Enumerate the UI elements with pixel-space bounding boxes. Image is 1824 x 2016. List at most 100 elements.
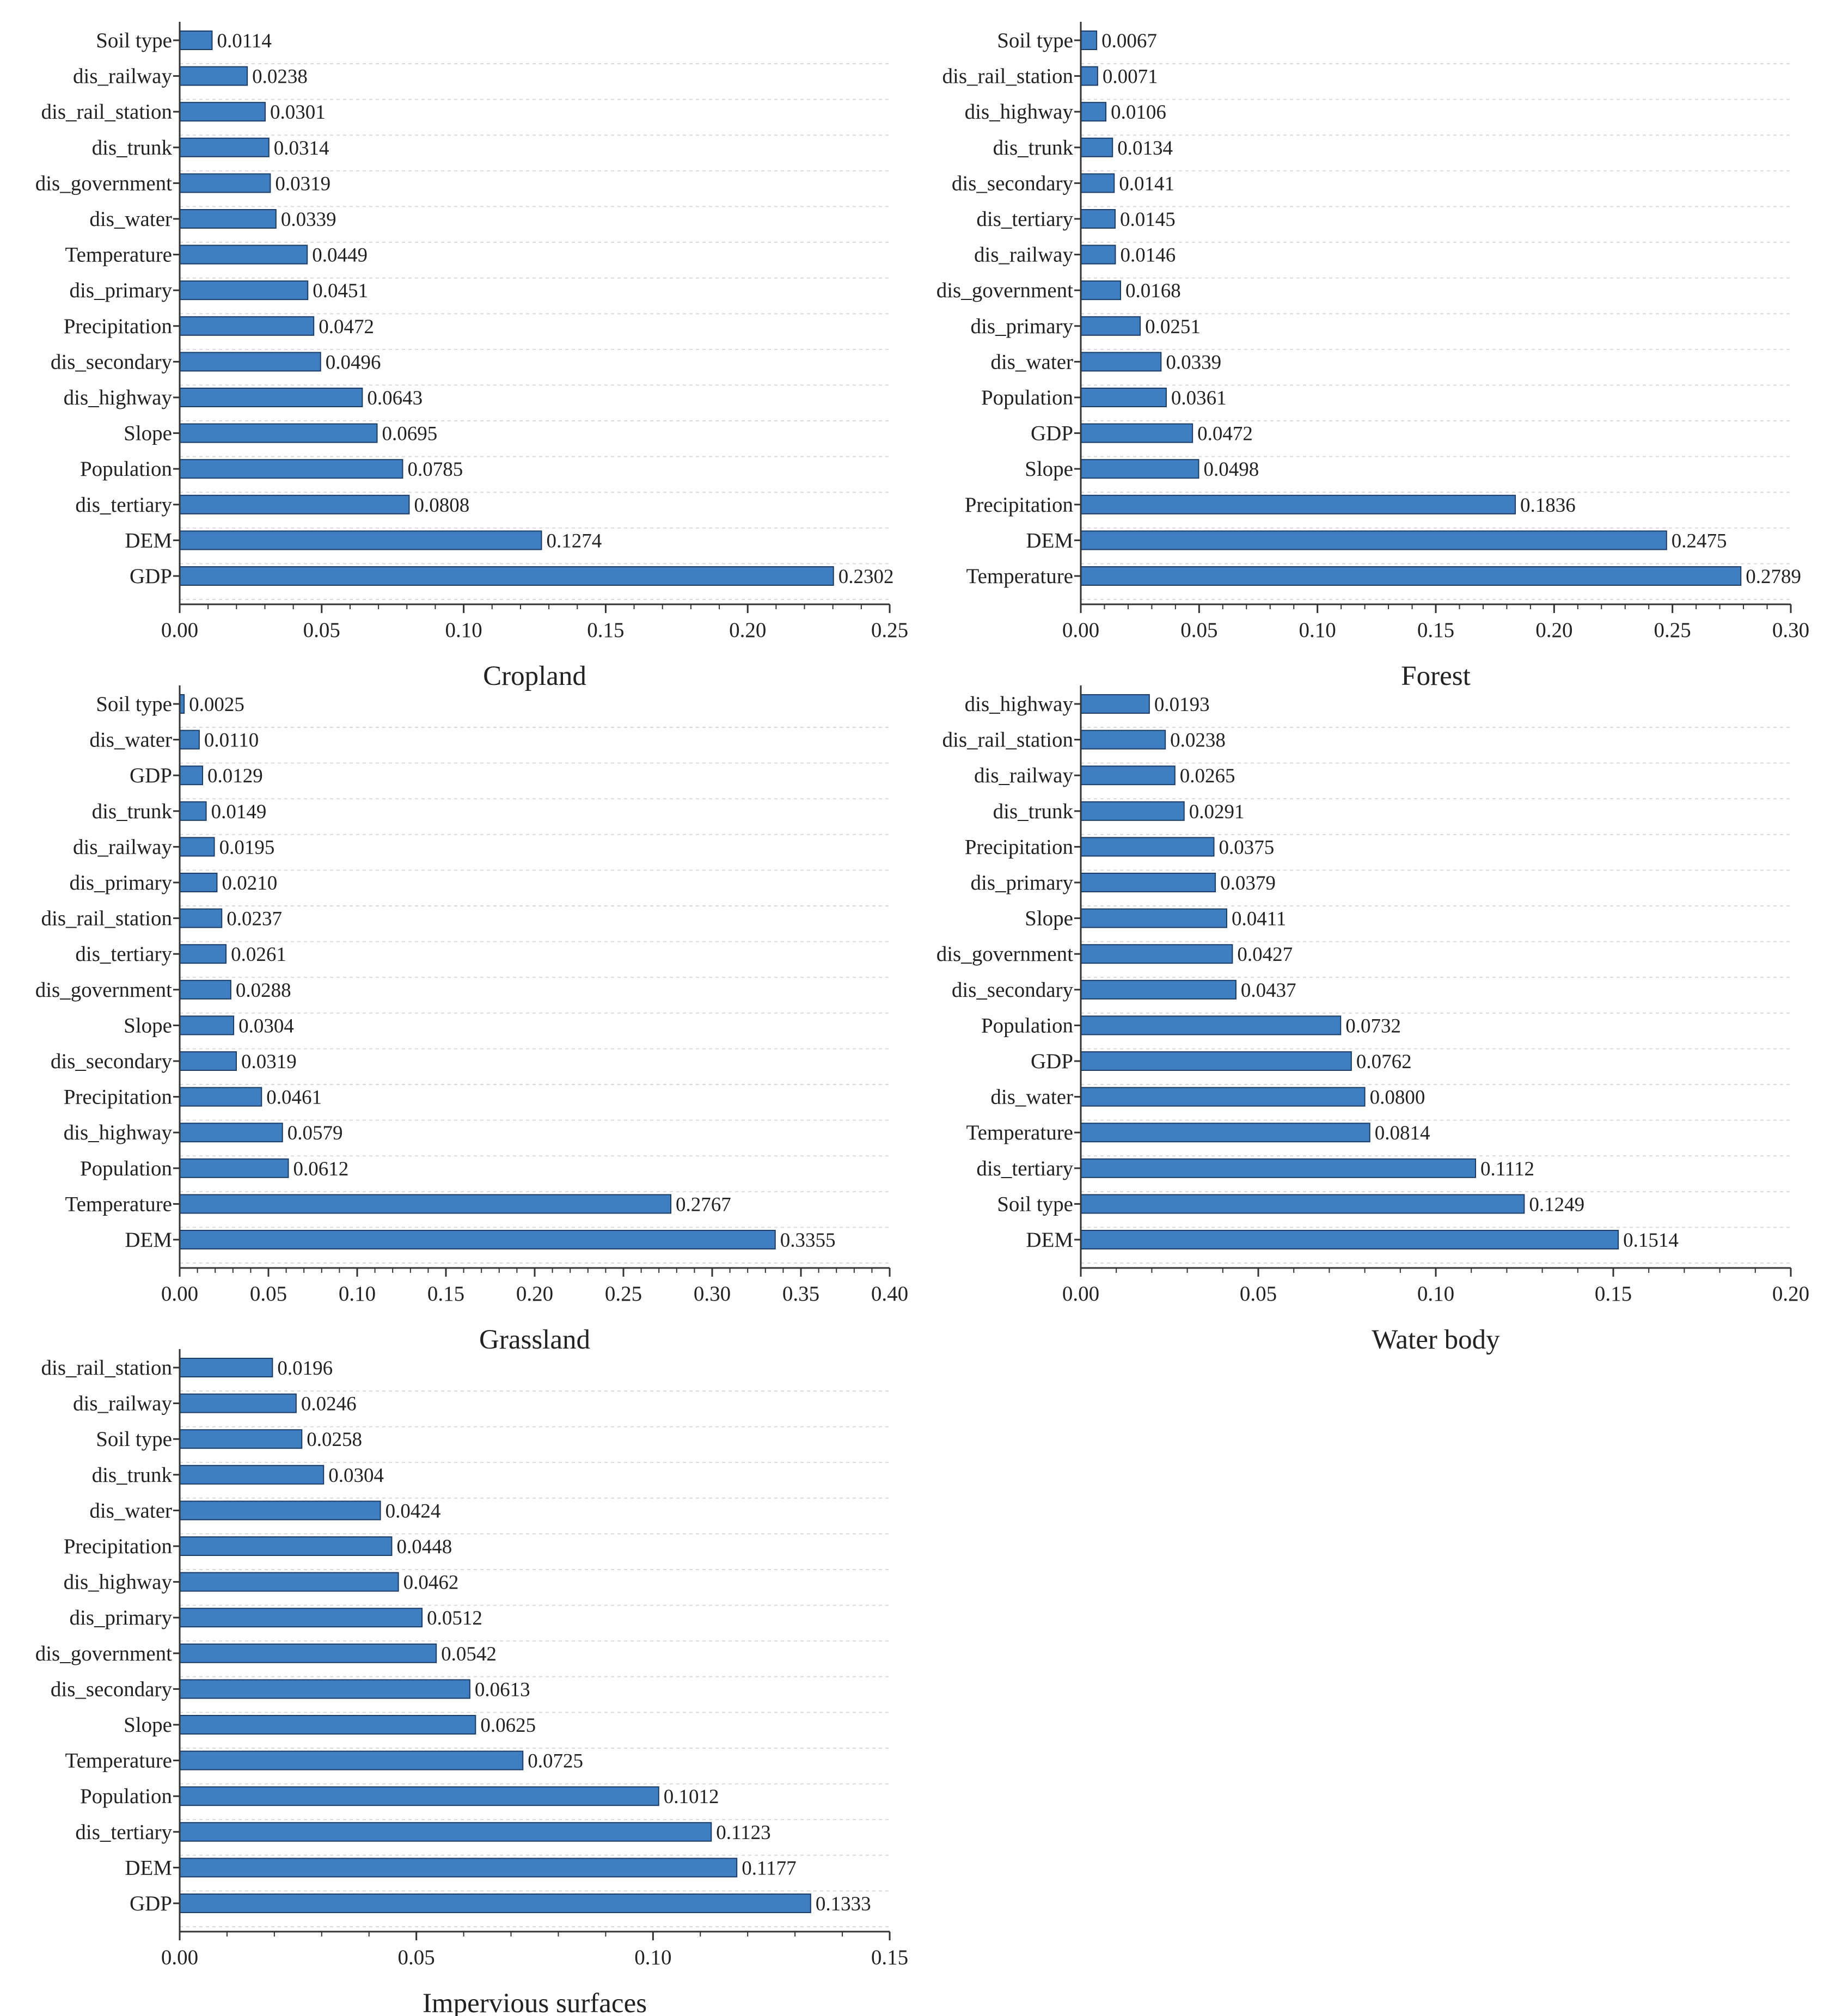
- bar: [1081, 1052, 1351, 1070]
- bar: [180, 1823, 711, 1841]
- value-label: 0.0375: [1219, 836, 1275, 859]
- bar: [180, 909, 222, 928]
- chart-grassland: Soil type 0.0025 dis_water 0.0110 GDP 0.0129 d…: [35, 685, 908, 1355]
- category-label: dis_highway: [965, 693, 1074, 716]
- value-label: 0.0319: [241, 1051, 297, 1073]
- bar: [180, 1194, 671, 1213]
- category-label: Slope: [1025, 457, 1073, 481]
- value-label: 0.0129: [207, 765, 263, 787]
- value-label: 0.0461: [266, 1087, 322, 1109]
- x-tick-label: 0.25: [1654, 618, 1691, 642]
- bar: [1081, 837, 1214, 856]
- value-label: 0.1514: [1623, 1229, 1679, 1252]
- category-label: Precipitation: [64, 315, 172, 338]
- value-label: 0.0258: [307, 1429, 362, 1451]
- category-label: GDP: [130, 1892, 172, 1915]
- category-label: dis_water: [89, 728, 172, 752]
- value-label: 0.1012: [664, 1786, 719, 1808]
- value-label: 0.0193: [1154, 694, 1210, 716]
- x-tick-label: 0.10: [1299, 618, 1336, 642]
- category-label: dis_government: [937, 279, 1073, 302]
- category-label: GDP: [130, 565, 172, 588]
- value-label: 0.0145: [1120, 209, 1176, 231]
- bar: [180, 1088, 261, 1106]
- value-label: 0.0496: [326, 351, 381, 373]
- x-tick-label: 0.05: [398, 1946, 435, 1969]
- value-label: 0.0210: [222, 872, 277, 894]
- bar: [1081, 495, 1515, 514]
- category-label: Population: [80, 1785, 172, 1808]
- value-label: 0.0451: [313, 280, 368, 302]
- x-tick-label: 0.00: [161, 1946, 198, 1969]
- value-label: 0.0291: [1189, 801, 1245, 823]
- value-label: 0.0732: [1345, 1015, 1401, 1037]
- chart-impervious-surfaces: dis_rail_station 0.0196 dis_railway 0.0246 S…: [35, 1349, 908, 2016]
- bar: [180, 1430, 302, 1448]
- value-label: 0.1123: [716, 1822, 770, 1844]
- bar: [180, 731, 199, 749]
- x-tick-label: 0.15: [871, 1946, 908, 1969]
- category-label: dis_primary: [971, 871, 1074, 894]
- bar: [1081, 281, 1121, 299]
- category-label: dis_railway: [73, 1392, 172, 1416]
- x-tick-label: 0.15: [427, 1282, 464, 1306]
- value-label: 0.1249: [1529, 1193, 1584, 1216]
- category-label: dis_government: [35, 978, 172, 1002]
- category-label: dis_primary: [971, 315, 1074, 338]
- category-label: dis_rail_station: [41, 1356, 172, 1380]
- value-label: 0.0613: [475, 1678, 530, 1701]
- bar: [1081, 1016, 1341, 1034]
- value-label: 0.0498: [1203, 458, 1259, 481]
- value-label: 0.0314: [274, 137, 329, 160]
- value-label: 0.0472: [319, 316, 374, 338]
- category-label: dis_rail_station: [942, 65, 1073, 88]
- bar: [1081, 531, 1667, 549]
- bar: [180, 766, 203, 785]
- bar: [180, 281, 308, 299]
- x-tick-label: 0.40: [871, 1282, 908, 1306]
- bar: [180, 388, 362, 407]
- value-label: 0.0542: [441, 1643, 497, 1665]
- value-label: 0.0237: [227, 908, 282, 930]
- category-label: dis_secondary: [51, 350, 173, 373]
- x-tick-label: 0.20: [516, 1282, 553, 1306]
- x-tick-label: 0.00: [161, 1282, 198, 1306]
- value-label: 0.0149: [211, 801, 267, 823]
- bar: [180, 246, 307, 264]
- bar: [180, 531, 542, 549]
- chart-title: Grassland: [479, 1325, 590, 1355]
- value-label: 0.0411: [1232, 908, 1286, 930]
- x-tick-label: 0.20: [729, 618, 766, 642]
- category-label: dis_trunk: [993, 800, 1074, 823]
- bar: [180, 1608, 422, 1627]
- x-tick-label: 0.30: [1772, 618, 1809, 642]
- category-label: GDP: [1031, 1050, 1073, 1073]
- bar: [1081, 1194, 1524, 1213]
- bar: [1081, 102, 1106, 121]
- bar: [1081, 388, 1166, 407]
- category-label: dis_railway: [974, 764, 1073, 787]
- bar: [1081, 246, 1115, 264]
- value-label: 0.0265: [1180, 765, 1235, 787]
- category-label: dis_primary: [70, 871, 173, 894]
- value-label: 0.0238: [1170, 730, 1226, 752]
- category-label: DEM: [125, 1228, 172, 1252]
- category-label: dis_highway: [64, 386, 173, 409]
- category-label: GDP: [1031, 422, 1073, 445]
- bar: [1081, 174, 1114, 192]
- value-label: 0.0134: [1117, 137, 1173, 160]
- bar: [180, 1466, 323, 1484]
- category-label: Slope: [124, 422, 172, 445]
- x-tick-label: 0.05: [1180, 618, 1217, 642]
- value-label: 0.0814: [1375, 1122, 1430, 1144]
- category-label: Temperature: [65, 1192, 173, 1216]
- value-label: 0.2789: [1746, 566, 1801, 588]
- bar: [180, 1751, 523, 1770]
- chart-title: Water body: [1372, 1325, 1500, 1355]
- bar: [1081, 731, 1165, 749]
- value-label: 0.0762: [1356, 1051, 1412, 1073]
- value-label: 0.0141: [1119, 173, 1174, 195]
- category-label: Temperature: [966, 1121, 1074, 1144]
- category-label: Population: [981, 386, 1073, 409]
- x-tick-label: 0.20: [1535, 618, 1572, 642]
